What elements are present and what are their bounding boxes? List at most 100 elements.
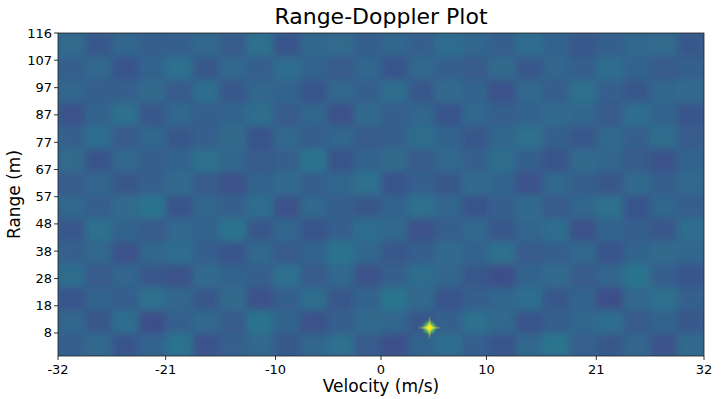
cell — [650, 218, 678, 242]
cell — [112, 33, 140, 57]
y-tick — [54, 305, 58, 306]
cell — [58, 287, 86, 311]
y-tick — [54, 142, 58, 143]
cell — [273, 287, 301, 311]
cell — [408, 218, 436, 242]
cell — [58, 148, 86, 172]
cell — [435, 56, 463, 80]
x-tick — [596, 356, 597, 360]
cell — [327, 333, 355, 356]
cell — [354, 102, 382, 126]
cell — [543, 171, 571, 195]
cell — [516, 171, 544, 195]
cell — [354, 287, 382, 311]
cell — [408, 148, 436, 172]
cell — [354, 171, 382, 195]
cell — [623, 33, 651, 57]
cell — [112, 171, 140, 195]
cell — [623, 333, 651, 356]
y-tick — [54, 223, 58, 224]
cell — [596, 333, 624, 356]
cell — [112, 56, 140, 80]
cell — [58, 56, 86, 80]
cell — [650, 287, 678, 311]
cell — [85, 171, 113, 195]
cell — [381, 218, 409, 242]
cell — [300, 125, 328, 149]
cell — [569, 171, 597, 195]
cell — [677, 125, 704, 149]
x-tick — [486, 356, 487, 360]
cell — [354, 195, 382, 219]
x-tick-label: 32 — [696, 362, 713, 377]
cell — [85, 241, 113, 265]
cell — [381, 287, 409, 311]
cell — [85, 102, 113, 126]
cell — [246, 333, 274, 356]
cell — [462, 195, 490, 219]
cell — [543, 102, 571, 126]
cell — [112, 241, 140, 265]
cell — [408, 102, 436, 126]
cell — [543, 241, 571, 265]
cell — [139, 148, 167, 172]
cell — [596, 102, 624, 126]
cell — [273, 241, 301, 265]
cell — [354, 148, 382, 172]
cell — [273, 148, 301, 172]
cell — [408, 171, 436, 195]
cell — [300, 56, 328, 80]
cell — [166, 56, 194, 80]
cell — [58, 125, 86, 149]
cell — [220, 310, 248, 334]
cell — [596, 310, 624, 334]
cell — [381, 195, 409, 219]
cell — [193, 264, 221, 288]
cell — [677, 264, 704, 288]
cell — [112, 310, 140, 334]
cell — [112, 287, 140, 311]
cell — [58, 241, 86, 265]
cell — [569, 287, 597, 311]
cell — [650, 264, 678, 288]
cell — [677, 102, 704, 126]
cell — [435, 333, 463, 356]
cell — [193, 102, 221, 126]
cell — [300, 33, 328, 57]
cell — [300, 171, 328, 195]
cell — [193, 33, 221, 57]
cell — [112, 148, 140, 172]
cell — [569, 195, 597, 219]
cell — [273, 195, 301, 219]
cell — [489, 264, 517, 288]
cell — [300, 148, 328, 172]
cell — [85, 33, 113, 57]
cell — [543, 148, 571, 172]
cell — [623, 264, 651, 288]
cell — [516, 125, 544, 149]
cell — [166, 171, 194, 195]
cell — [677, 333, 704, 356]
cell — [408, 195, 436, 219]
title: Range-Doppler Plot — [274, 4, 488, 29]
cell — [220, 102, 248, 126]
y-tick — [54, 33, 58, 34]
cell — [220, 79, 248, 103]
cell — [516, 218, 544, 242]
cell — [569, 241, 597, 265]
cell — [220, 218, 248, 242]
cell — [112, 79, 140, 103]
cell — [85, 264, 113, 288]
cell — [543, 125, 571, 149]
cell — [569, 102, 597, 126]
cell — [569, 33, 597, 57]
cell — [435, 79, 463, 103]
cell — [300, 310, 328, 334]
cell — [516, 241, 544, 265]
cell — [543, 264, 571, 288]
cell — [193, 79, 221, 103]
cell — [85, 310, 113, 334]
cell — [58, 79, 86, 103]
cell — [220, 33, 248, 57]
x-tick-label: -32 — [47, 362, 68, 377]
